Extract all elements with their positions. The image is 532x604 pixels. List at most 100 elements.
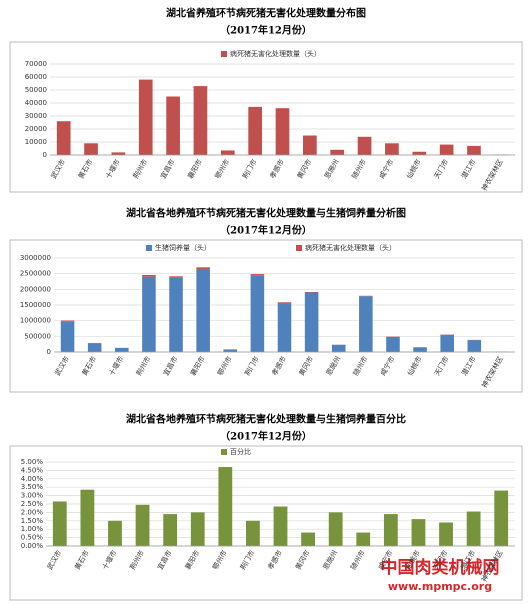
chart-title: 湖北省各地养殖环节病死猪无害化处理数量与生猪饲养量分析图 [126, 207, 406, 220]
bar [135, 504, 150, 546]
y-tick-label: 1000000 [20, 317, 51, 325]
legend-label: 百分比 [230, 447, 251, 456]
bar [357, 136, 372, 155]
x-tick-label: 仙桃市 [405, 355, 423, 378]
y-tick-label: 0.50% [21, 534, 44, 542]
y-tick-label: 60000 [25, 73, 47, 81]
bar [196, 268, 210, 352]
y-tick-label: 4.00% [21, 475, 44, 483]
bar [303, 135, 317, 155]
y-tick-label: 3.00% [21, 492, 44, 500]
y-tick-label: 0 [47, 348, 51, 356]
bar [466, 511, 481, 546]
x-tick-label: 宜昌市 [161, 355, 179, 378]
bar [411, 519, 426, 546]
bar [196, 267, 210, 269]
bar [218, 467, 233, 546]
x-tick-label: 武汉市 [45, 549, 63, 572]
bar [80, 489, 95, 546]
x-tick-label: 荆门市 [243, 355, 261, 378]
x-tick-label: 黄冈市 [295, 158, 313, 181]
legend-swatch [221, 51, 227, 57]
x-tick-label: 荆州市 [134, 355, 152, 378]
x-tick-label: 鄂州市 [215, 355, 233, 378]
y-tick-label: 1500000 [20, 301, 51, 309]
bar [440, 334, 454, 352]
x-tick-label: 襄阳市 [183, 549, 201, 572]
x-tick-label: 天门市 [432, 355, 450, 378]
x-tick-label: 武汉市 [49, 158, 67, 181]
y-tick-label: 500000 [24, 332, 51, 340]
bar [190, 512, 205, 546]
x-tick-label: 咸宁市 [377, 158, 395, 181]
bar [193, 86, 208, 155]
x-tick-label: 孝感市 [268, 158, 286, 181]
y-tick-label: 40000 [25, 99, 47, 107]
x-tick-label: 恩施州 [321, 549, 339, 572]
bar [248, 106, 262, 155]
y-tick-label: 5.00% [21, 458, 44, 466]
bar [383, 514, 398, 546]
bar [84, 143, 98, 155]
bar [52, 501, 67, 546]
bar [412, 151, 427, 155]
y-tick-label: 0.00% [21, 542, 44, 550]
bar [166, 96, 180, 155]
y-tick-label: 50000 [25, 86, 47, 94]
y-tick-label: 4.50% [21, 466, 44, 474]
bar [250, 275, 265, 352]
legend-swatch [221, 449, 227, 455]
x-tick-label: 孝感市 [266, 549, 284, 572]
x-tick-label: 十堰市 [100, 549, 118, 572]
bar [56, 121, 71, 155]
x-tick-label: 恩施州 [322, 158, 340, 181]
x-tick-label: 荆门市 [240, 158, 258, 181]
y-tick-label: 2.00% [21, 508, 44, 516]
x-tick-label: 神农架林区 [480, 355, 505, 390]
watermark-title: 中国肉类机械网 [381, 557, 500, 578]
bar [60, 320, 75, 322]
bar [169, 276, 183, 278]
bar [467, 145, 481, 155]
bar [246, 520, 260, 546]
y-tick-label: 20000 [25, 125, 47, 133]
bar [169, 277, 183, 352]
bar [277, 302, 292, 304]
x-tick-label: 随州市 [348, 549, 366, 572]
y-tick-label: 30000 [25, 112, 47, 120]
bar [359, 296, 373, 352]
frame [9, 239, 523, 393]
x-tick-label: 潜江市 [459, 158, 477, 181]
x-tick-label: 咸宁市 [378, 355, 396, 378]
bar [439, 144, 454, 155]
x-tick-label: 荆州市 [128, 549, 146, 572]
bar [273, 506, 288, 546]
x-tick-label: 黄石市 [76, 158, 94, 181]
bar [331, 344, 346, 352]
bar [439, 522, 453, 546]
x-tick-label: 随州市 [351, 355, 369, 378]
y-tick-label: 3000000 [20, 254, 51, 262]
x-tick-label: 鄂州市 [210, 549, 228, 572]
x-tick-label: 随州市 [350, 158, 368, 181]
x-tick-label: 鄂州市 [213, 158, 231, 181]
x-tick-label: 武汉市 [53, 355, 71, 378]
bar [87, 343, 102, 352]
legend-swatch [146, 245, 152, 251]
y-tick-label: 1.00% [21, 525, 44, 533]
legend-label: 生猪饲养量（头） [155, 243, 211, 252]
bar [304, 292, 319, 352]
legend-swatch [296, 245, 302, 251]
frame [9, 41, 523, 193]
bar [301, 532, 315, 546]
x-tick-label: 襄阳市 [188, 355, 206, 378]
x-tick-label: 黄冈市 [297, 355, 315, 378]
bar [275, 108, 290, 155]
bar [467, 340, 482, 352]
chart-title: 湖北省养殖环节病死猪无害化处理数量分布图 [166, 7, 366, 20]
y-tick-label: 3.50% [21, 483, 44, 491]
bar [60, 321, 75, 352]
x-tick-label: 荆州市 [131, 158, 149, 181]
frame [9, 445, 523, 601]
x-tick-label: 荆门市 [238, 549, 256, 572]
